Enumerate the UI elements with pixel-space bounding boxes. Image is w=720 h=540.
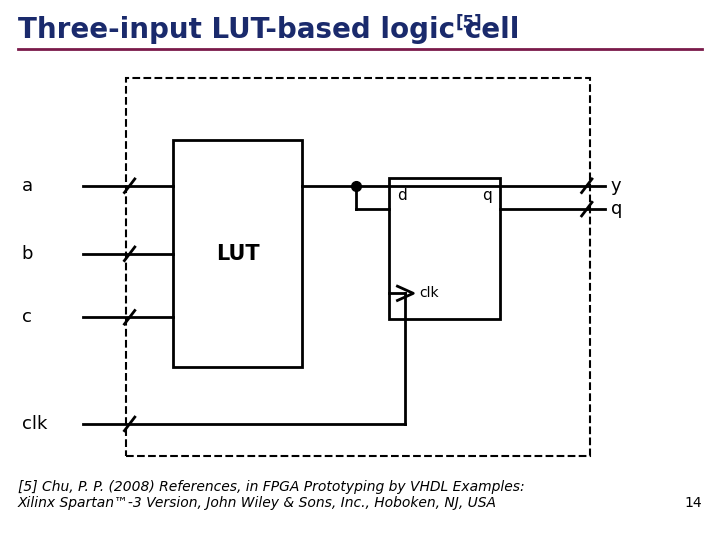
Text: [5] Chu, P. P. (2008) References, in FPGA Prototyping by VHDL Examples:: [5] Chu, P. P. (2008) References, in FPG… — [18, 480, 525, 494]
Text: a: a — [22, 177, 32, 195]
Text: y: y — [611, 177, 621, 195]
Text: b: b — [22, 245, 33, 263]
Bar — [126, 78, 590, 456]
Text: clk: clk — [419, 286, 438, 300]
Text: q: q — [482, 188, 492, 203]
Text: Three-input LUT-based logic cell: Three-input LUT-based logic cell — [18, 16, 519, 44]
Text: 14: 14 — [685, 496, 702, 510]
Bar — [173, 140, 302, 367]
Text: [5]: [5] — [456, 14, 482, 32]
Text: c: c — [22, 308, 32, 326]
Bar — [389, 178, 500, 319]
Text: d: d — [397, 188, 408, 203]
Text: q: q — [611, 200, 622, 218]
Text: LUT: LUT — [216, 244, 259, 264]
Text: Xilinx Spartan™-3 Version, John Wiley & Sons, Inc., Hoboken, NJ, USA: Xilinx Spartan™-3 Version, John Wiley & … — [18, 496, 497, 510]
Text: clk: clk — [22, 415, 47, 433]
